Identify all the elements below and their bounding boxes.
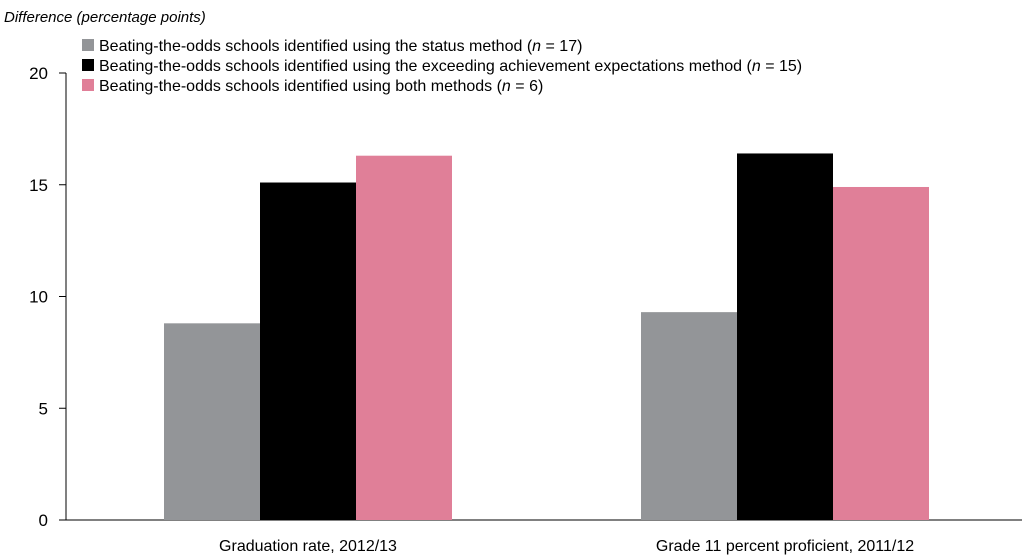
legend: Beating-the-odds schools identified usin… <box>82 38 802 95</box>
y-tick-label: 20 <box>29 64 48 83</box>
y-tick-label: 10 <box>29 288 48 307</box>
plot-area: 0 5 10 15 20 Graduation rate, 2012/13 Grade 11… <box>29 64 1022 555</box>
y-tick-label: 0 <box>39 511 48 530</box>
y-tick-label: 5 <box>39 399 48 418</box>
legend-swatch-3 <box>82 79 94 91</box>
legend-label-1: Beating-the-odds schools identified usin… <box>99 38 582 55</box>
y-axis-title: Difference (percentage points) <box>4 9 206 26</box>
x-category-label: Grade 11 percent proficient, 2011/12 <box>656 538 914 555</box>
bar-2-category-2 <box>737 153 833 520</box>
bar-3-category-1 <box>356 155 452 520</box>
legend-swatch-2 <box>82 59 94 71</box>
y-tick-label: 15 <box>29 176 48 195</box>
bar-1-category-1 <box>164 323 260 520</box>
x-category-label: Graduation rate, 2012/13 <box>219 538 397 555</box>
legend-swatch-1 <box>82 39 94 51</box>
bar-2-category-1 <box>260 182 356 520</box>
bar-1-category-2 <box>641 312 737 520</box>
legend-label-3: Beating-the-odds schools identified usin… <box>99 78 543 95</box>
bar-3-category-2 <box>833 186 929 521</box>
legend-label-2: Beating-the-odds schools identified usin… <box>99 58 802 75</box>
